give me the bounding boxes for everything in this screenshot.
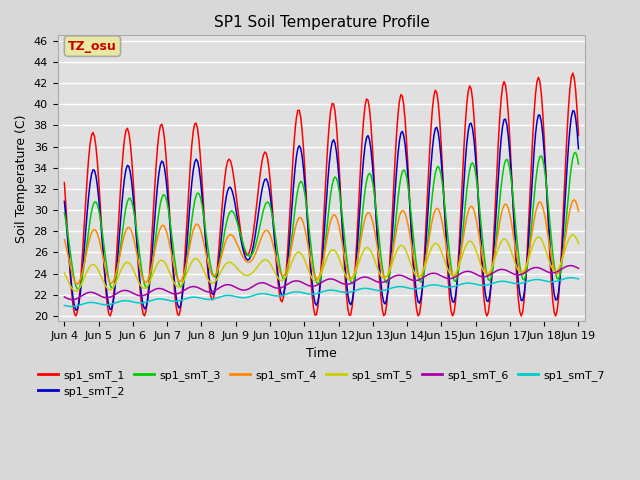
sp1_smT_4 <box>547 253 555 259</box>
Line: sp1_smT_1: sp1_smT_1 <box>65 73 579 316</box>
sp1_smT_2 <box>125 164 132 169</box>
sp1_smT_3 <box>547 236 555 241</box>
X-axis label: Time: Time <box>306 347 337 360</box>
Line: sp1_smT_7: sp1_smT_7 <box>65 278 579 307</box>
sp1_smT_7 <box>241 295 249 300</box>
sp1_smT_2 <box>241 253 249 259</box>
sp1_smT_5 <box>287 263 294 268</box>
sp1_smT_5 <box>547 264 555 269</box>
sp1_smT_7 <box>215 294 223 300</box>
sp1_smT_6 <box>69 297 77 302</box>
sp1_smT_7 <box>68 304 76 310</box>
sp1_smT_5 <box>569 232 577 238</box>
sp1_smT_5 <box>232 264 240 270</box>
sp1_smT_7 <box>232 294 240 300</box>
sp1_smT_7 <box>575 276 582 282</box>
sp1_smT_4 <box>575 208 582 214</box>
Line: sp1_smT_5: sp1_smT_5 <box>65 235 579 291</box>
sp1_smT_2 <box>72 307 79 313</box>
sp1_smT_1 <box>547 278 555 284</box>
sp1_smT_5 <box>61 270 68 276</box>
sp1_smT_4 <box>61 237 68 242</box>
sp1_smT_4 <box>215 263 223 268</box>
Line: sp1_smT_4: sp1_smT_4 <box>65 200 579 284</box>
Legend: sp1_smT_1, sp1_smT_2, sp1_smT_3, sp1_smT_4, sp1_smT_5, sp1_smT_6, sp1_smT_7: sp1_smT_1, sp1_smT_2, sp1_smT_3, sp1_smT… <box>34 365 609 401</box>
Line: sp1_smT_2: sp1_smT_2 <box>65 111 579 310</box>
sp1_smT_2 <box>287 222 294 228</box>
sp1_smT_3 <box>575 161 582 167</box>
sp1_smT_2 <box>61 199 68 204</box>
sp1_smT_1 <box>285 221 293 227</box>
sp1_smT_4 <box>570 197 578 203</box>
sp1_smT_6 <box>241 287 249 293</box>
sp1_smT_7 <box>547 279 555 285</box>
Line: sp1_smT_3: sp1_smT_3 <box>65 153 579 289</box>
sp1_smT_3 <box>241 246 249 252</box>
sp1_smT_1 <box>231 182 239 188</box>
sp1_smT_3 <box>125 196 132 202</box>
sp1_smT_2 <box>232 208 240 214</box>
Text: TZ_osu: TZ_osu <box>68 40 117 53</box>
sp1_smT_3 <box>61 210 68 216</box>
sp1_smT_6 <box>575 265 582 271</box>
sp1_smT_4 <box>232 239 240 245</box>
sp1_smT_2 <box>215 258 223 264</box>
Line: sp1_smT_6: sp1_smT_6 <box>65 265 579 300</box>
sp1_smT_3 <box>215 263 223 268</box>
sp1_smT_7 <box>568 275 575 281</box>
sp1_smT_4 <box>125 225 132 230</box>
sp1_smT_1 <box>124 125 131 131</box>
sp1_smT_1 <box>61 180 68 185</box>
sp1_smT_3 <box>287 245 294 251</box>
sp1_smT_7 <box>125 298 132 304</box>
sp1_smT_5 <box>215 273 223 278</box>
sp1_smT_4 <box>287 249 294 255</box>
sp1_smT_2 <box>569 108 577 114</box>
sp1_smT_4 <box>241 257 249 263</box>
sp1_smT_3 <box>572 150 579 156</box>
sp1_smT_4 <box>74 281 81 287</box>
sp1_smT_6 <box>215 285 223 291</box>
sp1_smT_3 <box>232 216 240 222</box>
sp1_smT_6 <box>232 285 240 290</box>
sp1_smT_1 <box>569 70 577 76</box>
sp1_smT_6 <box>61 294 68 300</box>
sp1_smT_6 <box>566 263 573 268</box>
sp1_smT_1 <box>517 313 525 319</box>
sp1_smT_7 <box>287 290 294 296</box>
Title: SP1 Soil Temperature Profile: SP1 Soil Temperature Profile <box>214 15 429 30</box>
sp1_smT_5 <box>575 241 582 247</box>
sp1_smT_2 <box>575 146 582 152</box>
sp1_smT_7 <box>61 302 68 308</box>
sp1_smT_3 <box>75 286 83 292</box>
sp1_smT_1 <box>575 132 582 138</box>
sp1_smT_6 <box>287 279 294 285</box>
sp1_smT_5 <box>241 272 249 278</box>
sp1_smT_1 <box>214 262 221 268</box>
sp1_smT_2 <box>547 262 555 268</box>
Y-axis label: Soil Temperature (C): Soil Temperature (C) <box>15 114 28 242</box>
sp1_smT_5 <box>72 288 79 294</box>
sp1_smT_1 <box>239 244 247 250</box>
sp1_smT_6 <box>125 288 132 294</box>
sp1_smT_5 <box>125 260 132 266</box>
sp1_smT_6 <box>547 270 555 276</box>
